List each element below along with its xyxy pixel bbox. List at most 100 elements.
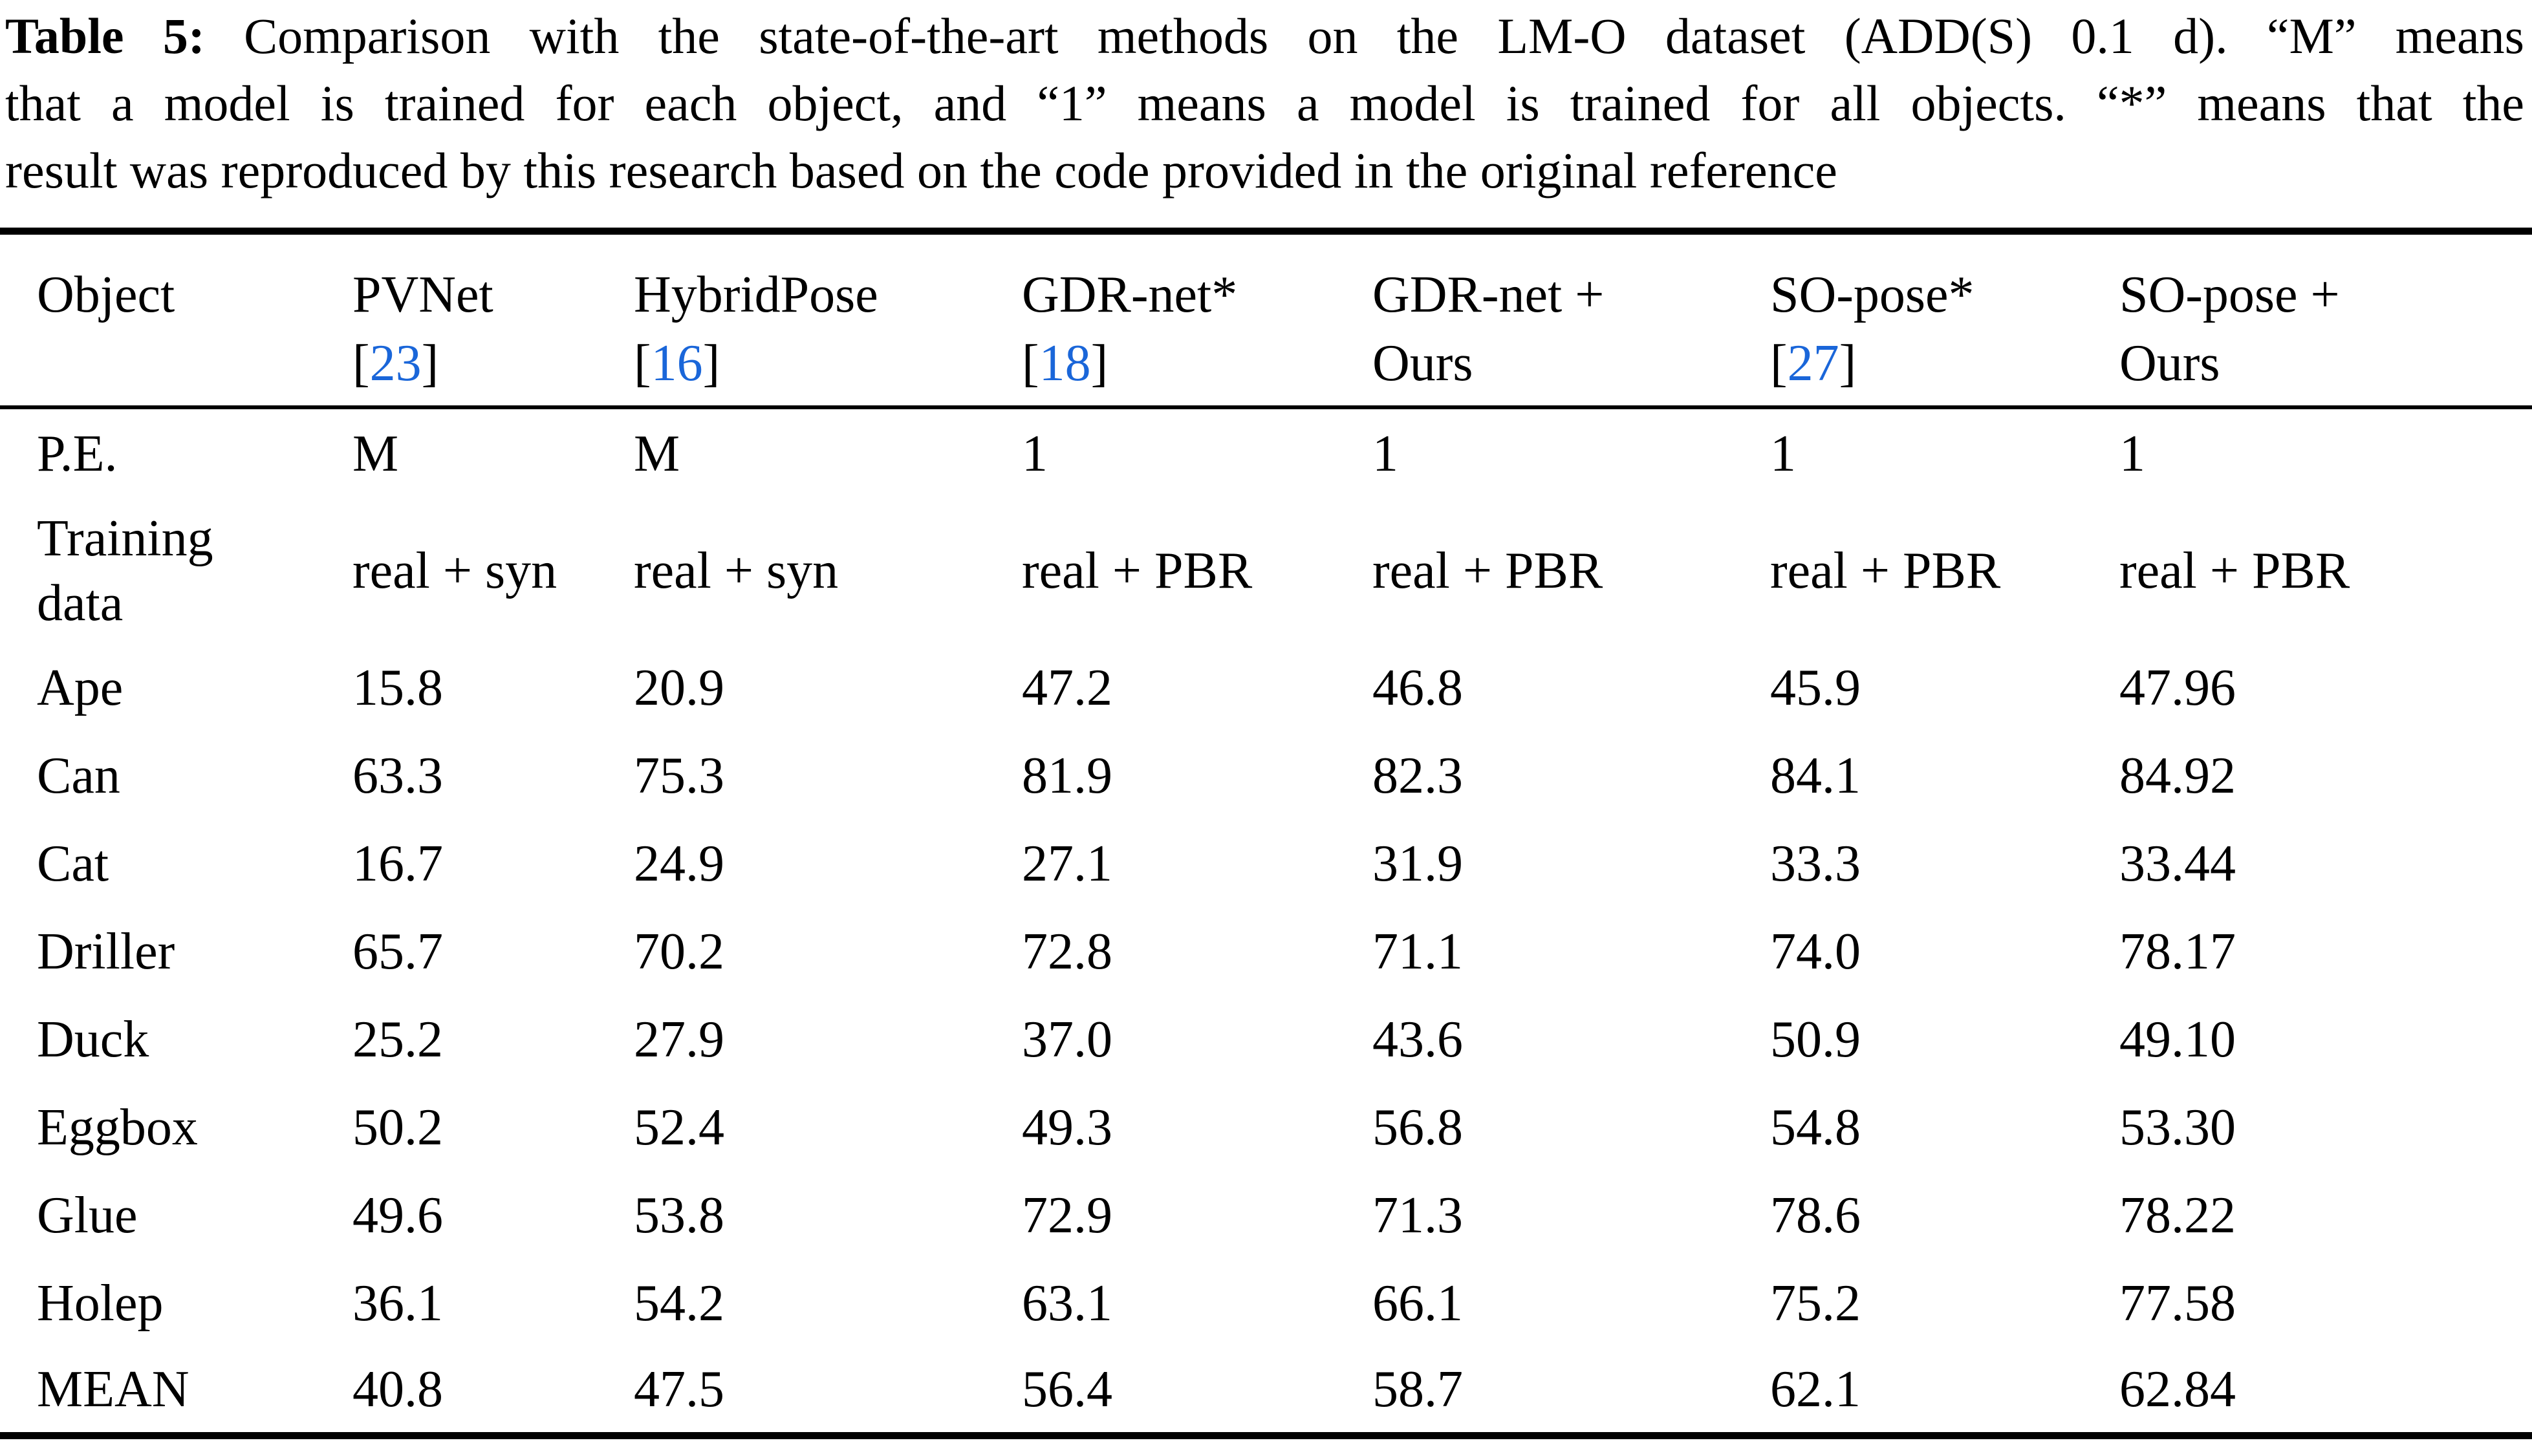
table-cell: real + syn bbox=[634, 542, 839, 599]
table-cell: 37.0 bbox=[1022, 1011, 1112, 1068]
table-cell: 49.6 bbox=[352, 1187, 443, 1244]
table-cell: 50.2 bbox=[352, 1099, 443, 1156]
table-cell: 53.8 bbox=[634, 1187, 724, 1244]
citation-bracket: ] bbox=[1090, 335, 1109, 392]
table-cell: 54.2 bbox=[634, 1275, 724, 1332]
pe-row: P.E. M M 1 1 1 1 bbox=[0, 407, 2532, 498]
table-cell: M bbox=[352, 425, 399, 482]
table-cell: 74.0 bbox=[1770, 923, 1861, 980]
method-name: SO-pose* bbox=[1770, 266, 1975, 323]
row-label: Eggbox bbox=[37, 1099, 198, 1156]
table-row: Eggbox 50.2 52.4 49.3 56.8 54.8 53.30 bbox=[0, 1084, 2532, 1172]
row-label: Training data bbox=[0, 498, 352, 644]
table-cell: 27.9 bbox=[634, 1011, 724, 1068]
column-header-gdr-net-ours: GDR-net + Ours bbox=[1372, 231, 1770, 409]
table-cell: 31.9 bbox=[1372, 835, 1463, 892]
column-header-gdr-net: GDR-net* [18] bbox=[1022, 231, 1372, 409]
method-name: HybridPose bbox=[634, 266, 878, 323]
column-header-object: Object bbox=[0, 231, 352, 409]
citation: [18] bbox=[1022, 329, 1372, 398]
table-cell: 71.3 bbox=[1372, 1187, 1463, 1244]
table-cell: 50.9 bbox=[1770, 1011, 1861, 1068]
citation-bracket: [ bbox=[1022, 335, 1039, 392]
method-name: SO-pose + bbox=[2119, 266, 2340, 323]
citation-bracket: ] bbox=[421, 335, 439, 392]
table-cell: 78.22 bbox=[2119, 1187, 2236, 1244]
citation-link-18[interactable]: 18 bbox=[1039, 335, 1091, 392]
table-cell: 56.8 bbox=[1372, 1099, 1463, 1156]
citation-bracket: [ bbox=[634, 335, 651, 392]
table-cell: 77.58 bbox=[2119, 1275, 2236, 1332]
table-cell: real + PBR bbox=[1022, 542, 1253, 599]
table-cell: 16.7 bbox=[352, 835, 443, 892]
citation: [23] bbox=[352, 329, 634, 398]
paper-page: Table 5: Comparison with the state-of-th… bbox=[0, 3, 2532, 1439]
row-label: P.E. bbox=[37, 425, 118, 482]
table-cell: 75.3 bbox=[634, 747, 724, 804]
table-row: MEAN 40.8 47.5 56.4 58.7 62.1 62.84 bbox=[0, 1347, 2532, 1435]
table-cell: real + PBR bbox=[2119, 542, 2350, 599]
column-header-label: Object bbox=[37, 266, 175, 323]
table-cell: 58.7 bbox=[1372, 1361, 1463, 1419]
table-cell: 62.1 bbox=[1770, 1361, 1861, 1419]
row-label: Can bbox=[37, 747, 120, 804]
method-name-line2: Ours bbox=[2119, 335, 2220, 392]
row-label: Cat bbox=[37, 835, 109, 892]
table-cell: 45.9 bbox=[1770, 659, 1861, 716]
table-cell: 71.1 bbox=[1372, 923, 1463, 980]
table-cell: 65.7 bbox=[352, 923, 443, 980]
table-cell: 72.9 bbox=[1022, 1187, 1112, 1244]
table-cell: 63.3 bbox=[352, 747, 443, 804]
citation-link-23[interactable]: 23 bbox=[369, 335, 422, 392]
table-cell: 46.8 bbox=[1372, 659, 1463, 716]
citation: [27] bbox=[1770, 329, 2119, 398]
row-label: Ape bbox=[37, 659, 124, 716]
method-name: GDR-net* bbox=[1022, 266, 1238, 323]
table-cell: real + PBR bbox=[1770, 542, 2001, 599]
citation-link-27[interactable]: 27 bbox=[1787, 335, 1839, 392]
method-name-line2: Ours bbox=[1372, 335, 1473, 392]
table-cell: 52.4 bbox=[634, 1099, 724, 1156]
column-header-so-pose: SO-pose* [27] bbox=[1770, 231, 2119, 409]
table-cell: 62.84 bbox=[2119, 1361, 2236, 1419]
table-cell: 53.30 bbox=[2119, 1099, 2236, 1156]
table-cell: 47.96 bbox=[2119, 659, 2236, 716]
table-cell: 15.8 bbox=[352, 659, 443, 716]
table-cell: 1 bbox=[1770, 425, 1796, 482]
table-row: Duck 25.2 27.9 37.0 43.6 50.9 49.10 bbox=[0, 996, 2532, 1084]
row-label: Driller bbox=[37, 923, 175, 980]
row-label: MEAN bbox=[37, 1361, 189, 1419]
column-header-pvnet: PVNet [23] bbox=[352, 231, 634, 409]
table-caption: Table 5: Comparison with the state-of-th… bbox=[5, 3, 2524, 204]
table-cell: 75.2 bbox=[1770, 1275, 1861, 1332]
citation-link-16[interactable]: 16 bbox=[651, 335, 703, 392]
table-cell: 49.3 bbox=[1022, 1099, 1112, 1156]
method-name: GDR-net + bbox=[1372, 266, 1605, 323]
column-header-so-pose-ours: SO-pose + Ours bbox=[2119, 231, 2532, 409]
comparison-table: Object PVNet [23] HybridPose [16] GDR-ne… bbox=[0, 228, 2532, 1439]
caption-line-2: that a model is trained for each object,… bbox=[5, 75, 2524, 131]
caption-line-3: result was reproduced by this research b… bbox=[5, 142, 1837, 198]
table-cell: 81.9 bbox=[1022, 747, 1112, 804]
training-data-row: Training data real + syn real + syn real… bbox=[0, 498, 2532, 644]
table-row: Cat 16.7 24.9 27.1 31.9 33.3 33.44 bbox=[0, 820, 2532, 908]
method-name: PVNet bbox=[352, 266, 493, 323]
row-label: Glue bbox=[37, 1187, 138, 1244]
table-cell: 63.1 bbox=[1022, 1275, 1112, 1332]
table-cell: 54.8 bbox=[1770, 1099, 1861, 1156]
table-row: Ape 15.8 20.9 47.2 46.8 45.9 47.96 bbox=[0, 644, 2532, 732]
table-cell: 1 bbox=[1022, 425, 1048, 482]
citation-bracket: ] bbox=[1839, 335, 1857, 392]
table-cell: 70.2 bbox=[634, 923, 724, 980]
column-header-hybridpose: HybridPose [16] bbox=[634, 231, 1022, 409]
table-row: Holep 36.1 54.2 63.1 66.1 75.2 77.58 bbox=[0, 1259, 2532, 1347]
table-cell: 20.9 bbox=[634, 659, 724, 716]
table-cell: 47.2 bbox=[1022, 659, 1112, 716]
table-number-label: Table 5: bbox=[5, 8, 205, 64]
table-cell: 1 bbox=[1372, 425, 1398, 482]
table-row: Can 63.3 75.3 81.9 82.3 84.1 84.92 bbox=[0, 732, 2532, 820]
table-cell: 84.1 bbox=[1770, 747, 1861, 804]
table-cell: 33.44 bbox=[2119, 835, 2236, 892]
table-cell: 47.5 bbox=[634, 1361, 724, 1419]
table-cell: real + syn bbox=[352, 542, 557, 599]
